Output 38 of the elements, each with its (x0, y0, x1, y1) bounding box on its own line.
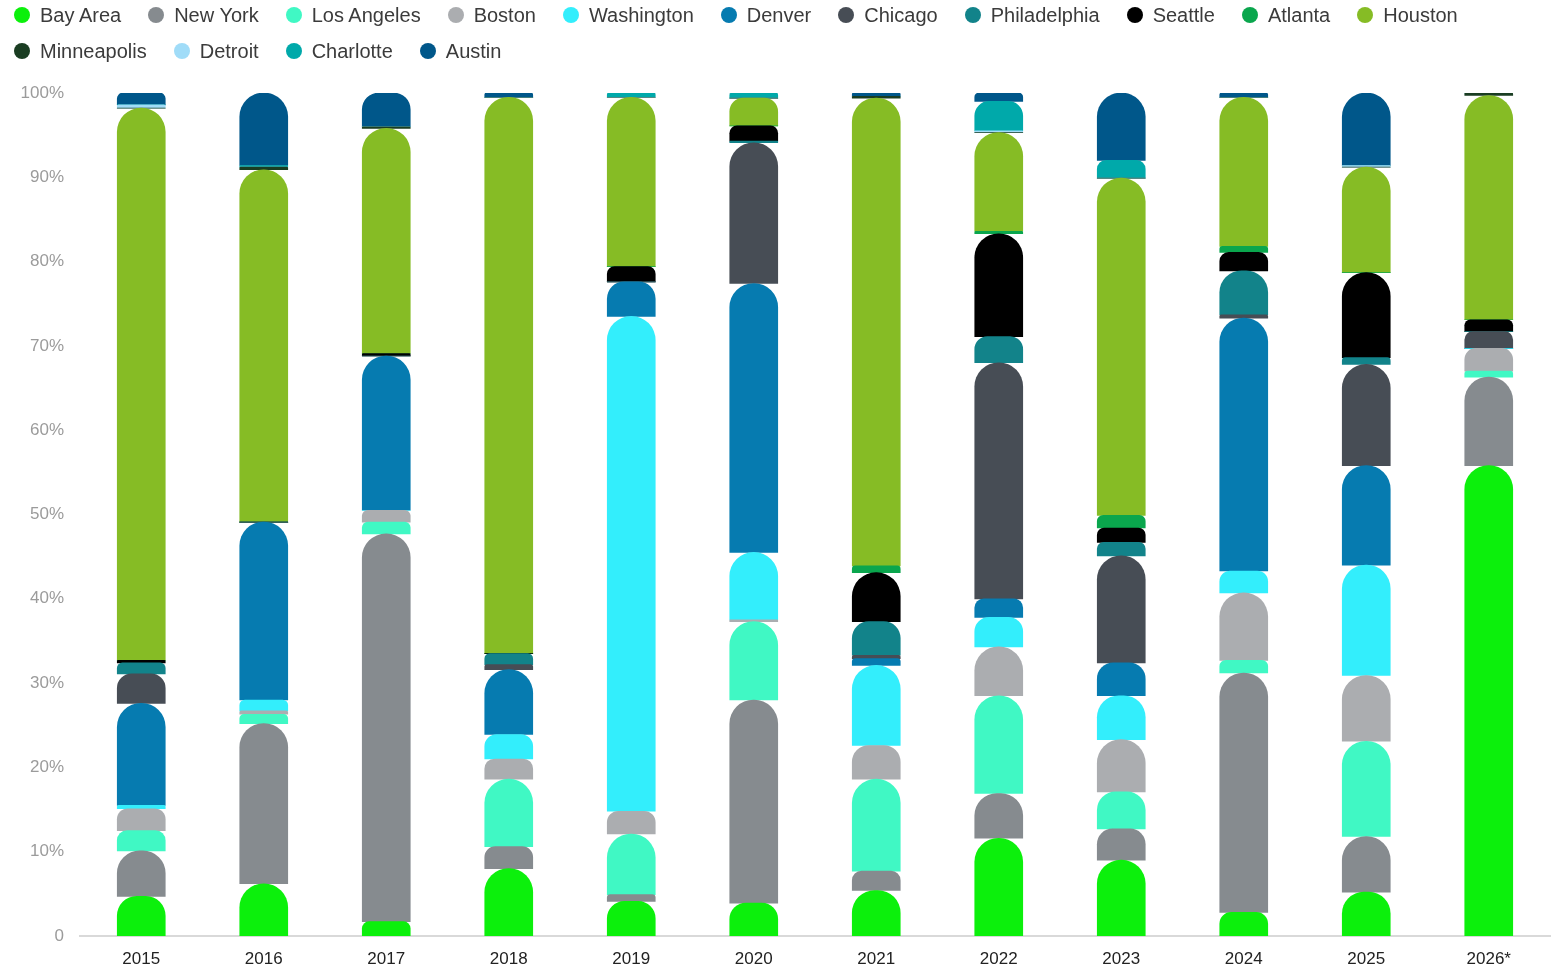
legend-label: Charlotte (311, 39, 393, 64)
legend-label: Washington (588, 3, 694, 28)
legend-label: Boston (473, 3, 536, 28)
y-tick-label: 0 (54, 925, 64, 945)
x-tick-label: 2017 (367, 948, 406, 968)
y-tick-label: 30% (29, 672, 64, 692)
legend-label: Houston (1383, 3, 1458, 28)
legend-label: Philadelphia (990, 3, 1100, 28)
x-tick-label: 2016 (244, 948, 283, 968)
legend-label: Bay Area (40, 3, 122, 28)
legend-label: New York (174, 3, 259, 28)
y-tick-label: 10% (29, 841, 64, 861)
legend-label: Austin (445, 39, 502, 64)
x-tick-label: 2026* (1466, 948, 1512, 968)
legend-label: Chicago (864, 3, 938, 28)
legend-label: Detroit (199, 39, 259, 64)
x-tick-label: 2025 (1347, 948, 1386, 968)
x-tick-label: 2023 (1102, 948, 1141, 968)
x-tick-label: 2015 (122, 948, 161, 968)
y-tick-label: 20% (29, 757, 64, 777)
x-tick-label: 2018 (489, 948, 528, 968)
legend-label: Atlanta (1267, 3, 1331, 28)
x-tick-label: 2021 (857, 948, 896, 968)
y-tick-label: 80% (29, 251, 64, 271)
x-tick-label: 2022 (979, 948, 1018, 968)
legend-label: Seattle (1152, 3, 1215, 28)
y-tick-label: 100% (20, 82, 64, 102)
legend-label: Denver (746, 3, 812, 28)
y-tick-label: 50% (29, 504, 64, 524)
legend-label: Los Angeles (311, 3, 421, 28)
y-tick-label: 90% (29, 166, 64, 186)
x-tick-label: 2024 (1224, 948, 1263, 968)
y-tick-label: 40% (29, 588, 64, 608)
y-tick-label: 60% (29, 419, 64, 439)
legend-label: Minneapolis (40, 39, 147, 64)
x-tick-label: 2019 (612, 948, 651, 968)
y-tick-label: 70% (29, 335, 64, 355)
x-tick-label: 2020 (734, 948, 773, 968)
